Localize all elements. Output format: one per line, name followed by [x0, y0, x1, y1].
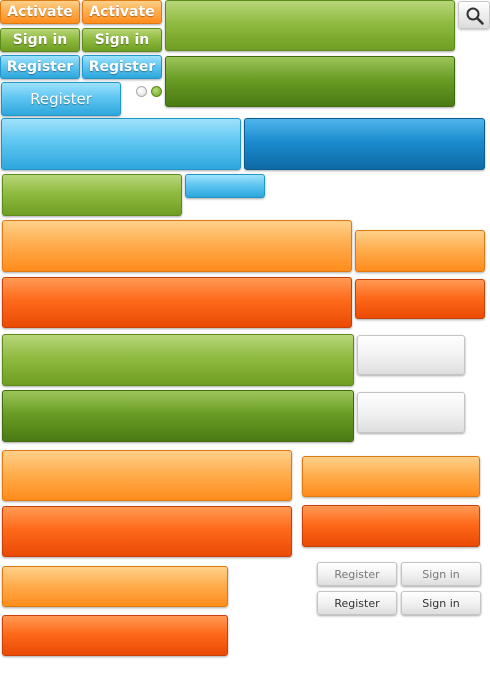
- signin-button-1[interactable]: Sign in: [0, 28, 80, 52]
- green-button-medium[interactable]: [2, 174, 182, 216]
- register-button-1[interactable]: Register: [0, 55, 80, 79]
- search-button[interactable]: [458, 1, 490, 29]
- orange-button-small[interactable]: [2, 566, 228, 607]
- orange-button-side-2[interactable]: [302, 456, 480, 497]
- signin-button-2[interactable]: Sign in: [82, 28, 162, 52]
- register-label: Register: [30, 90, 92, 108]
- orange-dark-button-small[interactable]: [2, 615, 228, 656]
- search-icon: [466, 7, 484, 25]
- activate-label: Activate: [7, 4, 73, 20]
- register-label: Register: [334, 567, 380, 581]
- blue-button-small[interactable]: [185, 174, 265, 198]
- signin-label: Sign in: [422, 596, 460, 610]
- green-button-wide-2[interactable]: [2, 390, 354, 442]
- orange-dark-button-side-1[interactable]: [355, 279, 485, 319]
- gray-button-1[interactable]: [357, 335, 465, 375]
- orange-button-wide-1[interactable]: [2, 220, 352, 272]
- green-button-wide-1[interactable]: [2, 334, 354, 386]
- radio-checked[interactable]: [151, 86, 162, 97]
- radio-unchecked[interactable]: [136, 86, 147, 97]
- signin-gray-button-2[interactable]: Sign in: [401, 591, 481, 615]
- orange-button-side-1[interactable]: [355, 230, 485, 272]
- signin-label: Sign in: [12, 32, 68, 48]
- orange-button-wide-2[interactable]: [2, 450, 292, 501]
- register-label: Register: [6, 59, 74, 75]
- register-label: Register: [88, 59, 156, 75]
- blue-button-wide-1[interactable]: [1, 118, 241, 170]
- activate-button-1[interactable]: Activate: [0, 0, 80, 24]
- orange-dark-button-wide-2[interactable]: [2, 506, 292, 557]
- orange-dark-button-wide-1[interactable]: [2, 277, 352, 328]
- register-gray-button-1[interactable]: Register: [317, 562, 397, 586]
- signin-gray-button-1[interactable]: Sign in: [401, 562, 481, 586]
- signin-label: Sign in: [94, 32, 150, 48]
- register-label: Register: [334, 596, 380, 610]
- gray-button-2[interactable]: [357, 392, 465, 433]
- activate-label: Activate: [89, 4, 155, 20]
- blue-button-wide-2[interactable]: [244, 118, 485, 170]
- register-button-large[interactable]: Register: [1, 82, 121, 116]
- green-button-large-1[interactable]: [165, 0, 455, 51]
- signin-label: Sign in: [422, 567, 460, 581]
- green-button-large-2[interactable]: [165, 56, 455, 107]
- orange-dark-button-side-2[interactable]: [302, 505, 480, 547]
- register-button-2[interactable]: Register: [82, 55, 162, 79]
- register-gray-button-2[interactable]: Register: [317, 591, 397, 615]
- activate-button-2[interactable]: Activate: [82, 0, 162, 24]
